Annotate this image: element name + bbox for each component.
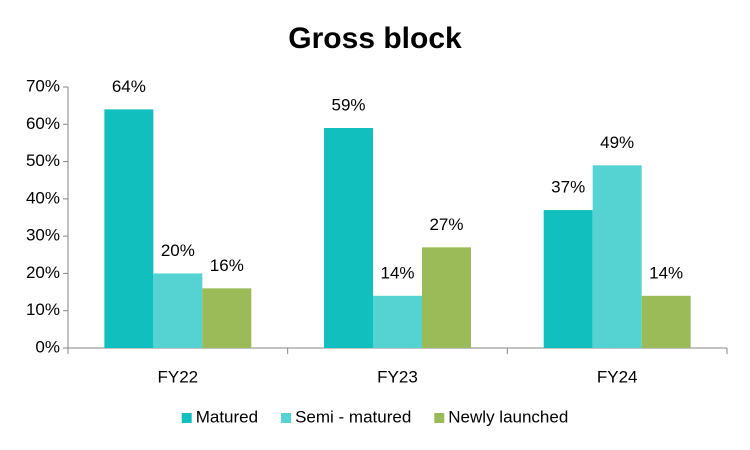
value-label: 64% [112,77,146,96]
legend-swatch [434,413,445,423]
x-tick-label: FY22 [158,367,199,386]
y-tick-label: 70% [26,76,60,95]
bar [373,295,422,348]
bar [641,295,691,348]
bar [592,165,642,348]
bar [104,109,154,348]
bar [324,128,374,348]
bar [153,273,203,348]
bar [421,247,471,348]
legend-label: Matured [196,407,258,426]
value-label: 20% [161,241,195,260]
legend-label: Semi - matured [295,407,411,426]
value-label: 14% [380,263,414,282]
legend-label: Newly launched [448,407,568,426]
value-label: 27% [429,215,463,234]
y-tick-label: 20% [26,263,60,282]
bar [202,288,252,348]
value-label: 49% [600,133,634,152]
legend-swatch [181,413,192,423]
value-label: 37% [551,178,585,197]
value-label: 59% [331,95,365,114]
y-tick-label: 40% [26,188,60,207]
legend-swatch [281,413,292,423]
value-label: 16% [210,256,244,275]
bar [543,210,593,348]
y-tick-label: 0% [35,337,60,356]
y-tick-label: 60% [26,114,60,133]
x-tick-label: FY23 [377,367,418,386]
value-label: 14% [649,263,683,282]
x-tick-label: FY24 [597,367,638,386]
y-tick-label: 50% [26,151,60,170]
chart-title: Gross block [288,22,462,55]
y-tick-label: 30% [26,226,60,245]
y-tick-label: 10% [26,300,60,319]
